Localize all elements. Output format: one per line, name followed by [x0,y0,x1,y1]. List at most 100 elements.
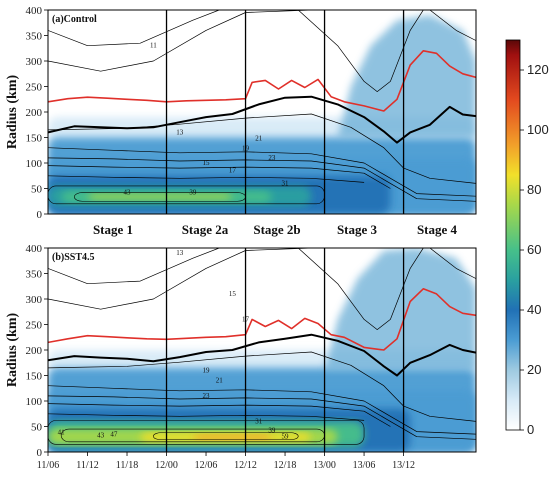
x-tick-label: 13/12 [392,460,415,471]
y-tick-label: 350 [26,269,43,281]
thin-contour [48,157,476,202]
y-tick-label: 400 [26,243,43,255]
contour-label: 15 [203,159,211,167]
y-tick-label: 150 [26,133,43,145]
colorbar-tick-label: 40 [527,302,541,317]
contour-label: 31 [282,179,290,187]
contour-label: 21 [216,377,224,385]
thin-contour [48,395,476,440]
red-contour [48,50,476,112]
contour-label: 39 [268,427,276,435]
y-tick-label: 300 [26,294,43,306]
field-plume [337,15,476,138]
y-tick-label: 250 [26,320,43,332]
y-tick-label: 350 [26,31,43,43]
contour-label: 43 [124,189,132,197]
panel-label-b: (b)SST4.5 [52,252,95,263]
stage-3-label: Stage 3 [337,222,378,237]
stage-2b-label: Stage 2b [253,222,300,237]
x-tick-label: 12/18 [274,460,297,471]
contours-sst45: 131517192123313941434759 [48,248,476,445]
colorbar-tick-label: 120 [527,62,549,77]
x-tick-label: 12/06 [195,460,218,471]
x-tick-label: 11/12 [76,460,98,471]
contour-label: 59 [282,433,290,441]
colorbar-tick-label: 20 [527,362,541,377]
eyewall-contour [153,432,299,441]
contours-control: 11131517192123313943 [48,10,476,205]
thin-contour [48,385,476,435]
y-tick-label: 100 [26,158,43,170]
contour-label: 23 [203,392,211,400]
x-tick-label: 12/00 [155,460,178,471]
y-tick-label: 0 [37,447,43,459]
field-band [87,193,233,200]
thin-contour [48,10,220,47]
contour-label: 11 [150,42,157,50]
stage-4-label: Stage 4 [417,222,458,237]
y-tick-label: 50 [31,422,43,434]
red-contour [48,288,476,351]
x-tick-label: 13/06 [353,460,376,471]
thick-contour [48,95,476,144]
x-tick-label: 11/06 [37,460,59,471]
y-tick-label: 50 [31,184,43,196]
y-ticks-sst45: 0 50 100 150 200 250 300 350 400 [26,243,48,459]
contour-label: 15 [229,290,237,298]
thin-contour [48,351,476,422]
panel-label-a: (a)Control [52,14,97,25]
field-plume [324,248,476,371]
stage-lines-control [165,10,405,214]
panel-sst45: 131517192123313941434759 (b)SST4.5 05010… [5,243,477,459]
contour-label: 41 [58,429,66,437]
eyewall-contour [48,420,365,445]
thin-contour [48,248,220,285]
colorbar-tick-label: 100 [527,122,549,137]
y-axis-label-b: Radius (km) [5,313,20,388]
colorbar-tick-label: 60 [527,242,541,257]
thin-contour [48,147,476,197]
contour-label: 21 [255,135,263,143]
y-tick-label: 400 [26,5,43,17]
y-ticks-control: 0 50 100 150 200 250 300 350 400 [26,5,48,221]
thin-contour [48,175,365,183]
contour-label: 31 [255,417,263,425]
contour-label: 39 [189,189,197,197]
contour-label: 19 [203,366,211,374]
colorbar-tick-label: 80 [527,182,541,197]
y-axis-label-a: Radius (km) [5,75,20,150]
colorbar: 0 20 40 60 80 100 120 [505,39,549,437]
thin-contour [48,248,312,310]
colorbar-scale [505,39,521,431]
y-tick-label: 200 [26,345,43,357]
colorbar-ticks: 0 20 40 60 80 100 120 [520,62,549,437]
field-sst45 [48,248,476,452]
y-tick-label: 0 [37,209,43,221]
y-tick-label: 250 [26,82,43,94]
thin-contour [297,248,424,330]
field-band [192,434,272,440]
stage-2a-label: Stage 2a [182,222,229,237]
x-tick-label: 11/18 [116,460,138,471]
y-tick-label: 200 [26,107,43,119]
contour-label: 13 [176,128,184,136]
thin-contour [48,10,312,72]
y-tick-label: 150 [26,371,43,383]
thin-contour [297,10,424,92]
contour-label: 17 [229,167,237,175]
y-tick-label: 100 [26,396,43,408]
contour-label: 43 [97,432,105,440]
x-tick-label: 12/12 [234,460,257,471]
thin-contour [48,113,476,184]
contour-label: 13 [176,249,184,257]
thin-contour [429,10,476,41]
x-axis-ticks: 11/06 11/12 11/18 12/00 12/06 12/12 12/18 13/00… [37,452,415,471]
thick-contour [48,333,476,377]
contour-label: 47 [110,431,118,439]
thin-contour [429,248,476,279]
colorbar-tick-label: 0 [527,422,534,437]
contour-label: 23 [268,154,276,162]
x-tick-label: 13/00 [313,460,336,471]
stage-lines-sst45 [165,248,405,452]
